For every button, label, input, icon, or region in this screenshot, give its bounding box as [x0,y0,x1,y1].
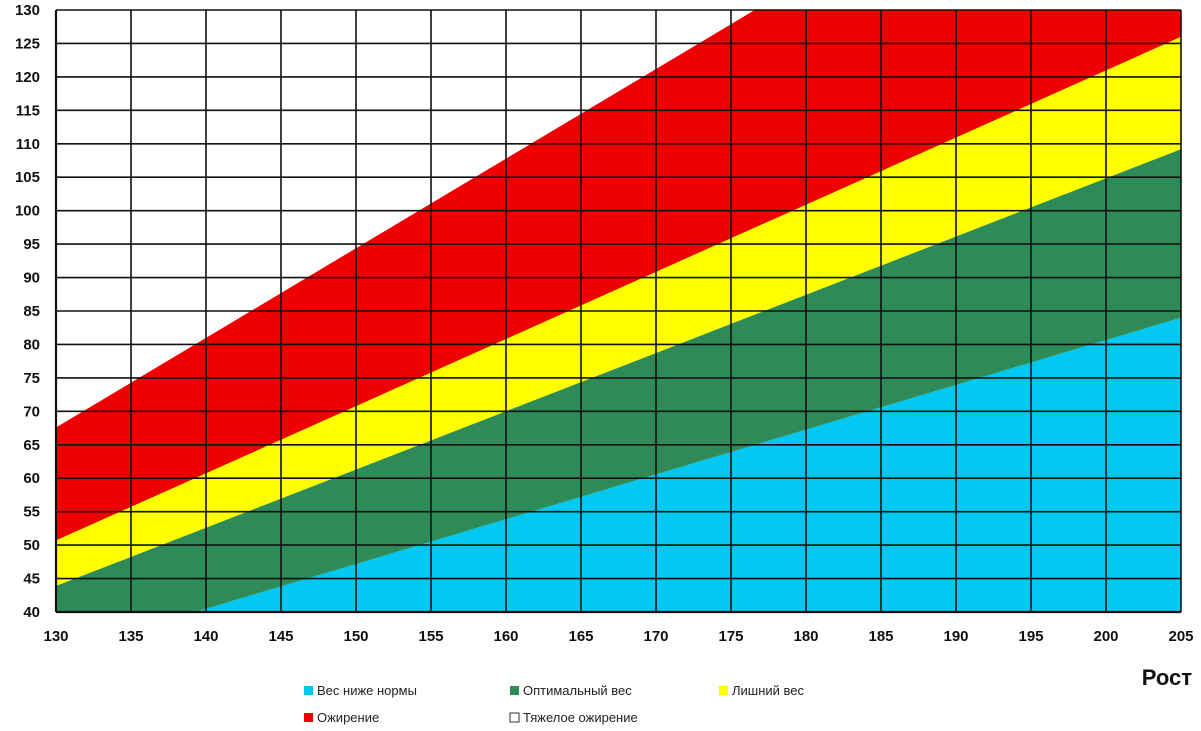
y-tick-label: 130 [15,2,40,19]
y-tick-label: 75 [23,370,40,387]
legend-label-obesity: Ожирение [317,710,379,725]
legend-swatch-obesity [304,713,313,722]
y-tick-label: 95 [23,236,40,253]
legend-swatch-optimal [510,686,519,695]
y-tick-label: 90 [23,270,40,287]
x-tick-label: 190 [943,628,968,645]
y-tick-label: 55 [23,504,40,521]
x-tick-label: 170 [643,628,668,645]
x-tick-label: 130 [43,628,68,645]
x-tick-label: 185 [868,628,893,645]
legend-item-obesity: Ожирение [304,710,379,725]
x-tick-label: 140 [193,628,218,645]
y-tick-label: 110 [16,136,40,153]
legend-item-overweight: Лишний вес [719,683,805,698]
legend-label-underweight: Вес ниже нормы [317,683,417,698]
legend-swatch-overweight [719,686,728,695]
y-tick-label: 125 [15,35,40,52]
legend: Вес ниже нормы Оптимальный вес Лишний ве… [304,683,805,725]
x-tick-label: 160 [493,628,518,645]
bands-layer [56,0,1181,662]
x-tick-labels: 130 135 140 145 150 155 160 165 170 175 180 185 190 1… [43,628,1193,645]
y-tick-label: 70 [23,403,40,420]
y-tick-label: 80 [23,336,40,353]
y-tick-label: 45 [23,571,40,588]
y-tick-label: 65 [23,437,40,454]
x-tick-label: 165 [568,628,593,645]
x-tick-label: 205 [1168,628,1193,645]
x-tick-label: 180 [793,628,818,645]
legend-item-optimal: Оптимальный вес [510,683,632,698]
y-tick-label: 60 [23,470,40,487]
x-tick-label: 135 [118,628,143,645]
y-tick-label: 85 [23,303,40,320]
legend-label-optimal: Оптимальный вес [523,683,632,698]
y-tick-label: 120 [15,69,40,86]
y-tick-labels: 40 45 50 55 60 65 70 75 80 85 90 95 100 105 110 115 120 1… [15,2,40,621]
y-tick-label: 115 [16,102,40,119]
y-tick-label: 50 [23,537,40,554]
x-tick-label: 195 [1018,628,1043,645]
legend-label-severe-obesity: Тяжелое ожирение [523,710,638,725]
legend-item-underweight: Вес ниже нормы [304,683,417,698]
y-tick-label: 100 [15,203,40,220]
legend-swatch-severe-obesity [510,713,519,722]
x-tick-label: 200 [1093,628,1118,645]
x-tick-label: 155 [418,628,443,645]
y-tick-label: 105 [15,169,40,186]
x-axis-label: Рост [1142,665,1193,690]
x-tick-label: 175 [718,628,743,645]
x-tick-label: 145 [268,628,293,645]
legend-item-severe-obesity: Тяжелое ожирение [510,710,638,725]
legend-label-overweight: Лишний вес [732,683,805,698]
legend-swatch-underweight [304,686,313,695]
y-tick-label: 40 [23,604,40,621]
x-tick-label: 150 [343,628,368,645]
